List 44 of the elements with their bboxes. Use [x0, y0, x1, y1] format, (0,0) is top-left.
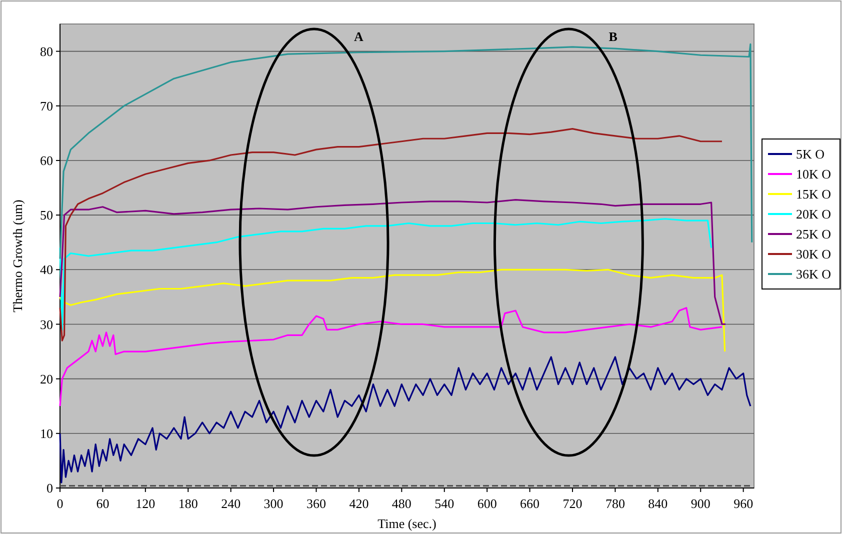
x-tick-label: 480: [392, 496, 412, 511]
x-axis-title: Time (sec.): [378, 516, 436, 531]
line-series: [59, 356, 752, 484]
y-tick-label: 0: [46, 480, 53, 496]
line-series: [59, 307, 723, 407]
x-tick-label: 900: [690, 496, 710, 511]
x-tick-label: 720: [562, 496, 582, 511]
legend-label: 36K O: [796, 266, 832, 282]
y-tick-label: 20: [40, 371, 53, 386]
x-tick-label: 600: [477, 496, 497, 511]
legend-label: 20K O: [796, 206, 832, 222]
legend-label: 15K O: [796, 186, 832, 202]
y-tick-label: 50: [40, 208, 53, 223]
x-tick-label: 540: [434, 496, 454, 511]
legend-label: 5K O: [796, 146, 825, 162]
x-tick-label: 660: [520, 496, 540, 511]
y-tick-label: 40: [40, 262, 53, 278]
annotation: B: [608, 29, 618, 44]
legend-label: 10K O: [796, 166, 832, 182]
y-tick-label: 80: [40, 44, 53, 59]
x-tick-label: 300: [264, 496, 284, 511]
y-tick-label: 30: [40, 316, 53, 332]
legend-label: 30K O: [796, 246, 832, 262]
x-tick-label: 60: [96, 496, 110, 511]
x-tick-label: 180: [178, 496, 198, 511]
y-tick-label: 70: [40, 98, 53, 114]
legend-label: 25K O: [796, 226, 832, 242]
y-tick-label: 10: [40, 426, 53, 441]
x-tick-label: 780: [605, 496, 625, 511]
x-tick-label: 960: [734, 496, 754, 511]
x-tick-label: 360: [306, 496, 326, 511]
annotation: A: [354, 29, 364, 44]
y-tick-label: 60: [40, 153, 53, 168]
x-tick-label: 240: [221, 496, 241, 511]
x-tick-label: 0: [56, 496, 64, 511]
x-tick-label: 120: [136, 496, 156, 511]
line-series: [59, 218, 712, 330]
line-series: [59, 268, 726, 352]
line-series: [59, 198, 726, 326]
x-tick-label: 420: [349, 496, 369, 511]
x-tick-label: 840: [648, 496, 668, 511]
line-series: [59, 128, 723, 342]
y-axis-title: Thermo Growth (um): [10, 200, 25, 312]
line-series: [59, 43, 753, 260]
